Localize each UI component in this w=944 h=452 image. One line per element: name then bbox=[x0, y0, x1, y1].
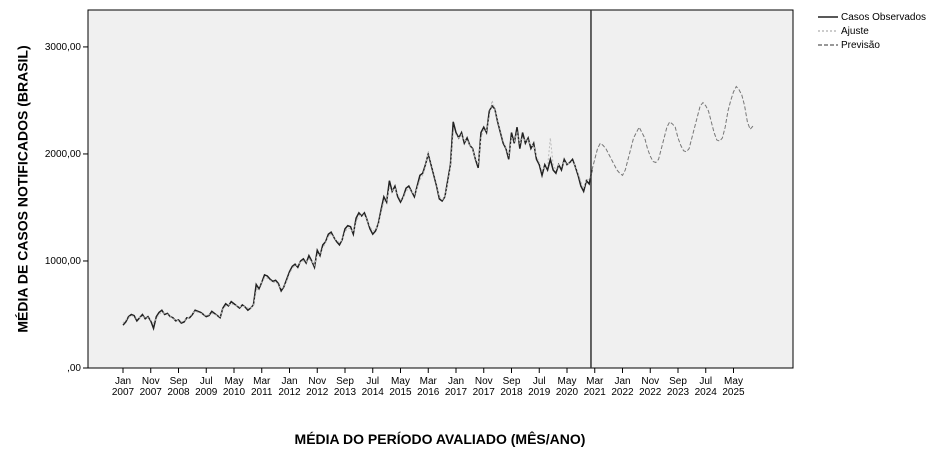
x-tick-label: May 2020 bbox=[556, 376, 579, 398]
y-tick-label: ,00 bbox=[67, 363, 81, 374]
x-tick-label: Jul 2009 bbox=[195, 376, 218, 398]
x-tick-label: Mar 2016 bbox=[417, 376, 440, 398]
x-tick-label: May 2010 bbox=[223, 376, 246, 398]
plot-area bbox=[87, 9, 794, 369]
x-tick-label: May 2015 bbox=[389, 376, 412, 398]
y-tick-label: 3000,00 bbox=[45, 42, 82, 53]
x-tick-label: Jan 2017 bbox=[445, 376, 468, 398]
legend-label: Previsão bbox=[841, 40, 880, 51]
x-tick-label: Jul 2024 bbox=[695, 376, 718, 398]
y-axis-title: MÉDIA DE CASOS NOTIFICADOS (BRASIL) bbox=[15, 45, 31, 332]
x-tick-label: Nov 2022 bbox=[639, 376, 662, 398]
line-series bbox=[122, 100, 593, 324]
x-tick-label: Sep 2018 bbox=[500, 376, 523, 398]
y-tick-label: 1000,00 bbox=[45, 256, 82, 267]
x-tick-label: Nov 2017 bbox=[473, 376, 496, 398]
x-tick-label: Mar 2011 bbox=[251, 376, 273, 398]
x-axis-title: MÉDIA DO PERÍODO AVALIADO (MÊS/ANO) bbox=[295, 430, 586, 447]
y-tick-label: 2000,00 bbox=[45, 149, 82, 160]
legend-label: Ajuste bbox=[841, 26, 869, 37]
line-series bbox=[591, 85, 754, 177]
x-tick-label: Jan 2022 bbox=[611, 376, 634, 398]
x-tick-label: Jul 2014 bbox=[362, 376, 385, 398]
x-tick-label: May 2025 bbox=[722, 376, 745, 398]
x-tick-label: Sep 2008 bbox=[167, 376, 190, 398]
x-tick-label: Jul 2019 bbox=[528, 376, 551, 398]
x-tick-label: Sep 2013 bbox=[334, 376, 357, 398]
line-series bbox=[122, 104, 593, 331]
legend-label: Casos Observados bbox=[841, 12, 926, 23]
x-tick-label: Nov 2012 bbox=[306, 376, 329, 398]
x-tick-label: Jan 2007 bbox=[112, 376, 135, 398]
x-tick-label: Jan 2012 bbox=[278, 376, 301, 398]
x-tick-label: Nov 2007 bbox=[140, 376, 163, 398]
x-tick-label: Mar 2021 bbox=[584, 376, 607, 398]
x-tick-label: Sep 2023 bbox=[667, 376, 690, 398]
